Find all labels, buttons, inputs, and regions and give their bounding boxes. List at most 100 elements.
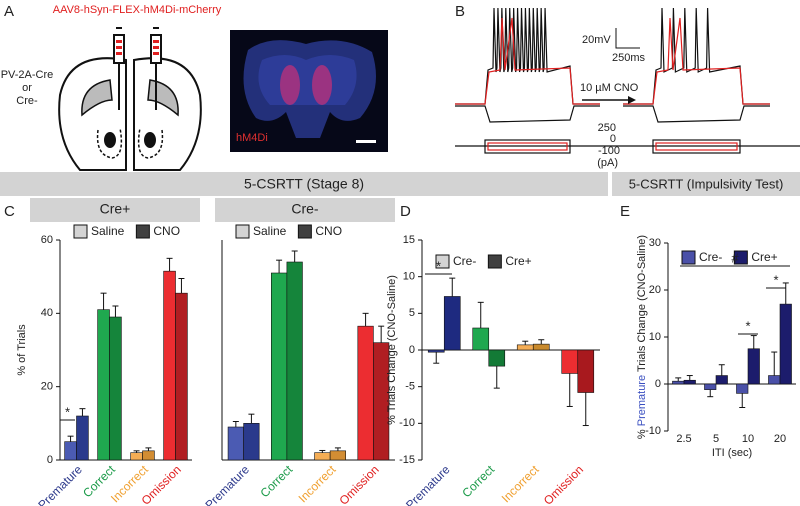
x-tick-label: Correct	[459, 462, 497, 500]
legend-swatch	[135, 224, 150, 239]
panel-letter: A	[4, 3, 14, 20]
bar	[227, 426, 244, 461]
bar	[271, 272, 288, 461]
annotation: #	[731, 250, 739, 265]
y-tick-label: 5	[409, 307, 415, 319]
legend-label: Saline	[91, 224, 125, 238]
drug-label: 10 µM CNO	[580, 82, 639, 94]
image-label: hM4Di	[236, 132, 268, 144]
bar	[672, 380, 685, 385]
x-tick-label: Correct	[258, 462, 296, 500]
y-tick-label: 0	[47, 454, 53, 466]
legend-label: Cre-	[453, 254, 476, 268]
panel-letter: B	[455, 3, 465, 20]
y-axis-label: % of Trials	[16, 324, 28, 376]
legend-swatch	[435, 254, 450, 269]
y-tick-label: 10	[403, 271, 415, 283]
x-tick-label: Omission	[541, 462, 586, 506]
bar	[357, 325, 374, 461]
current-label: (pA)	[597, 157, 618, 169]
legend-swatch	[733, 250, 748, 265]
y-tick-label: 20	[649, 284, 661, 296]
annotation: *	[745, 318, 750, 333]
stim-box	[484, 139, 571, 154]
y-tick-label: -5	[405, 381, 415, 393]
y-tick-label: 0	[409, 344, 415, 356]
legend-swatch	[487, 254, 502, 269]
legend-label: Cre+	[505, 254, 531, 268]
legend-label: CNO	[153, 224, 180, 238]
x-tick-label: Premature	[403, 462, 453, 506]
brain-schematic	[58, 27, 202, 171]
bar	[704, 383, 717, 390]
x-tick-label: 20	[774, 433, 786, 445]
legend-swatch	[681, 250, 696, 265]
bar	[768, 375, 781, 385]
bar	[516, 344, 534, 351]
x-tick-label: 2.5	[676, 433, 691, 445]
bar	[736, 383, 749, 394]
bar	[243, 423, 260, 461]
y-tick-label: -15	[399, 454, 415, 466]
legend-label: Cre-	[699, 250, 722, 264]
panel-letter: D	[400, 203, 411, 220]
stim-box	[487, 142, 568, 151]
bar	[175, 292, 188, 461]
y-tick-label: 60	[41, 234, 53, 246]
annotation: *	[773, 272, 778, 287]
legend-label: CNO	[315, 224, 342, 238]
group-title: Cre+	[100, 201, 131, 217]
x-tick-label: Incorrect	[499, 462, 542, 505]
group-banner	[30, 198, 200, 222]
syringe-fill	[116, 40, 159, 55]
legend-swatch	[297, 224, 312, 239]
y-axis-label: % Trials Change (CNO-Saline)	[386, 275, 398, 425]
y-axis-label-part: Premature	[636, 375, 648, 426]
x-tick-label: Incorrect	[296, 462, 339, 505]
mouse-line: PV-2A-Cre	[1, 69, 54, 81]
x-tick-label: 10	[742, 433, 754, 445]
annotation: *	[436, 258, 441, 273]
red-trace	[455, 17, 600, 105]
y-axis-label: % Premature Trials Change (CNO-Saline)	[636, 235, 648, 439]
panel-letter: E	[620, 203, 630, 220]
bar	[472, 327, 490, 351]
banner	[612, 172, 800, 196]
legend-swatch	[235, 224, 250, 239]
current-label: -100	[598, 145, 620, 157]
or-label: or	[22, 82, 32, 94]
banner-text: 5-CSRTT (Impulsivity Test)	[629, 176, 784, 191]
x-tick-label: Premature	[35, 462, 85, 506]
bar	[314, 452, 331, 461]
bar	[747, 348, 760, 385]
group-title: Cre-	[291, 201, 319, 217]
bar	[76, 415, 89, 461]
bar	[715, 375, 728, 385]
time-scale: 250ms	[612, 52, 646, 64]
bar	[683, 379, 696, 385]
y-tick-label: 0	[655, 378, 661, 390]
hyper-trace	[623, 105, 770, 123]
legend-label: Cre+	[751, 250, 777, 264]
mouse-line: Cre-	[16, 95, 38, 107]
bar	[443, 296, 461, 351]
x-tick-label: Premature	[202, 462, 252, 506]
bar	[561, 349, 579, 374]
bar	[109, 316, 122, 461]
bar	[488, 349, 506, 367]
bar	[97, 309, 110, 461]
bar	[64, 441, 77, 461]
annotation: *	[65, 404, 70, 419]
bar	[427, 349, 445, 353]
y-tick-label: 40	[41, 307, 53, 319]
y-tick-label: 15	[403, 234, 415, 246]
stim-box	[652, 139, 741, 154]
bar	[163, 270, 176, 461]
spike-trace	[623, 7, 770, 105]
x-tick-label: Omission	[336, 462, 381, 506]
bar	[130, 452, 143, 461]
scale-bar	[615, 28, 640, 49]
bar	[142, 450, 155, 461]
bar	[779, 303, 792, 385]
current-label: 0	[610, 133, 616, 145]
